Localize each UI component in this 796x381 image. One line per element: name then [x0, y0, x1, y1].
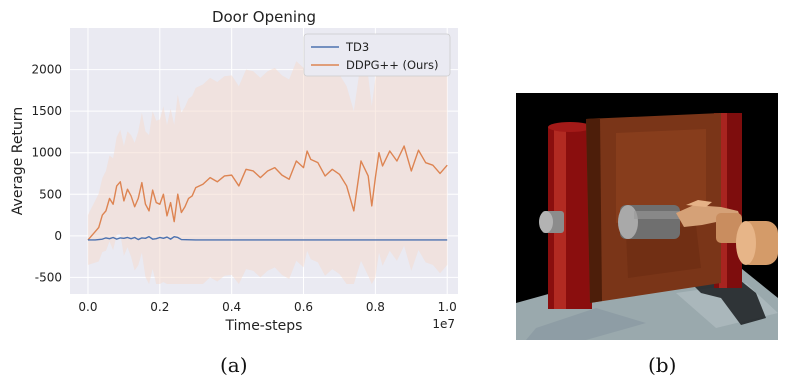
series-line-td3 — [87, 235, 448, 241]
x-tick-label: 0.8 — [366, 300, 385, 314]
y-tick-label: 2000 — [31, 63, 62, 77]
x-tick-labels: 0.0 0.2 0.4 0.6 0.8 1.0 — [78, 300, 456, 314]
y-tick-label: 1500 — [31, 104, 62, 118]
x-axis-label: Time-steps — [225, 318, 303, 334]
y-tick-label: 500 — [39, 187, 62, 201]
series-layer — [87, 145, 448, 241]
y-tick-label: 1000 — [31, 146, 62, 160]
chart-title: Door Opening — [212, 8, 316, 26]
series-line-ddpg — [87, 145, 448, 241]
x-tick-label: 0.0 — [78, 300, 97, 314]
door-opening-render — [516, 93, 778, 340]
legend-box — [303, 33, 451, 77]
legend-label-td3: TD3 — [345, 40, 369, 54]
robot-hand — [676, 200, 778, 265]
y-tick-label: -500 — [35, 270, 62, 284]
caption-a: (a) — [220, 353, 248, 377]
x-tick-label: 1.0 — [438, 300, 457, 314]
legend: TD3 DDPG++ (Ours) — [303, 33, 451, 77]
x-tick-label: 0.6 — [294, 300, 313, 314]
y-tick-label: 0 — [54, 229, 62, 243]
legend-label-ddpg: DDPG++ (Ours) — [346, 58, 439, 72]
x-tick-label: 0.2 — [150, 300, 169, 314]
hand-shadow — [686, 273, 766, 325]
ddpg-variance-band — [87, 46, 448, 285]
y-tick-labels: -500 0 500 1000 1500 2000 — [31, 63, 62, 285]
y-axis-label: Average Return — [10, 107, 26, 215]
door-opening-chart: 0.0 0.2 0.4 0.6 0.8 1.0 -5000500100015002000 … — [10, 8, 458, 334]
x-axis-multiplier: 1e7 — [432, 317, 455, 331]
x-tick-label: 0.4 — [222, 300, 241, 314]
caption-b: (b) — [648, 353, 677, 377]
